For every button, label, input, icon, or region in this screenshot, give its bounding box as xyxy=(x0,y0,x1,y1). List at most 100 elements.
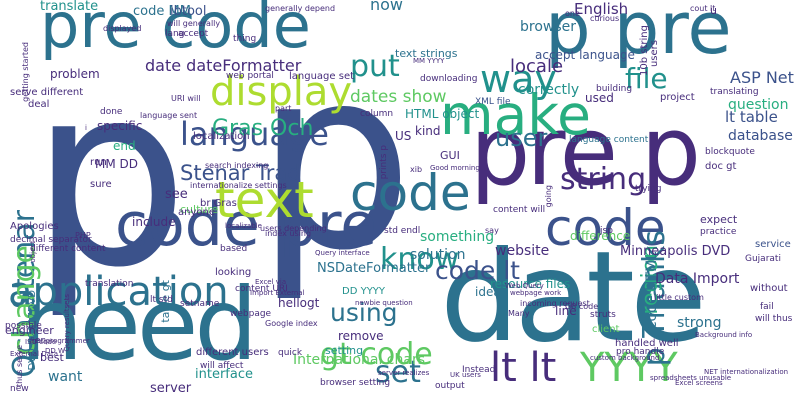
cloud-word: code lt xyxy=(435,256,520,285)
cloud-word: Web Query xyxy=(505,282,544,290)
cloud-word: done xyxy=(100,107,123,117)
cloud-word: date dateFormatter xyxy=(145,56,302,75)
cloud-word: quick xyxy=(278,348,303,358)
cloud-word: handled well xyxy=(615,338,679,349)
cloud-word: using xyxy=(330,298,398,327)
cloud-word: want xyxy=(48,369,83,385)
cloud-word: engineer xyxy=(5,324,54,337)
cloud-word: displayed xyxy=(103,24,142,33)
cloud-word: lt lt xyxy=(490,345,557,391)
cloud-word: possible xyxy=(5,321,42,331)
cloud-word: prints p xyxy=(379,145,389,180)
cloud-word: incoming request xyxy=(520,299,590,308)
cloud-word: column xyxy=(360,109,394,119)
cloud-word: pre code xyxy=(40,0,311,62)
cloud-word: object xyxy=(29,241,37,263)
cloud-word: make xyxy=(440,83,592,147)
cloud-word: URI will xyxy=(171,94,201,103)
cloud-word: webpage work xyxy=(510,289,562,297)
cloud-word: used xyxy=(585,91,614,105)
cloud-word: difference xyxy=(570,229,631,243)
cloud-word: Good morning xyxy=(430,164,480,172)
cloud-word: DD W xyxy=(45,347,65,355)
cloud-word: serve different xyxy=(10,87,84,98)
cloud-word: anyone xyxy=(178,207,215,218)
cloud-word: newbie question xyxy=(355,299,413,307)
cloud-word: website xyxy=(495,243,550,259)
cloud-word: Data Import xyxy=(655,271,740,287)
cloud-word: set xyxy=(375,355,421,390)
cloud-word: based xyxy=(220,244,248,254)
cloud-word: date xyxy=(440,225,707,370)
cloud-word: interface xyxy=(195,367,253,382)
cloud-word: XML file xyxy=(475,97,511,107)
cloud-word: decimal separator xyxy=(10,235,92,245)
cloud-word: search indexing xyxy=(205,161,269,170)
cloud-word: content will xyxy=(493,205,546,215)
cloud-word: spreadsheets unusable xyxy=(650,374,732,382)
cloud-word: culture xyxy=(180,203,219,216)
cloud-word: struts xyxy=(590,310,616,320)
cloud-word: DD YYYY xyxy=(342,286,386,297)
cloud-word: hellogt xyxy=(278,296,320,310)
cloud-word: xib xyxy=(410,165,423,174)
cloud-word: webpage xyxy=(230,309,272,319)
cloud-word: now xyxy=(370,0,404,14)
cloud-word: deal xyxy=(28,99,50,110)
cloud-word: cout lt xyxy=(690,4,716,13)
cloud-word: HTML object xyxy=(405,107,480,121)
cloud-word: Query resultsets xyxy=(63,294,71,352)
cloud-word: br Gras xyxy=(200,198,237,209)
cloud-word: resource files xyxy=(490,277,571,291)
cloud-word: lt std xyxy=(150,295,173,305)
cloud-word: p xyxy=(30,31,189,322)
cloud-word: dates show xyxy=(350,87,447,107)
cloud-word: going xyxy=(544,185,553,208)
cloud-word: Apologies xyxy=(10,221,59,232)
cloud-word: setting xyxy=(325,344,364,357)
cloud-word: Excel via xyxy=(255,278,287,286)
cloud-word: know xyxy=(380,242,460,277)
cloud-word: web portal xyxy=(226,71,274,81)
cloud-word: need xyxy=(20,266,258,383)
cloud-word: first programmer xyxy=(30,337,90,345)
cloud-word: code MM xyxy=(133,4,191,19)
cloud-word: project xyxy=(660,92,695,103)
cloud-word: language set xyxy=(289,71,355,82)
cloud-word: see xyxy=(165,187,188,202)
cloud-word: code xyxy=(350,164,471,222)
cloud-word: i xyxy=(85,124,87,132)
cloud-word: International chars xyxy=(293,352,426,368)
cloud-word: Google index xyxy=(265,319,318,328)
cloud-word: problem xyxy=(50,67,100,81)
cloud-word: end xyxy=(113,139,136,153)
cloud-word: put xyxy=(350,49,400,84)
cloud-word: G8 code xyxy=(565,302,599,311)
cloud-word: doc gt xyxy=(705,161,737,172)
cloud-word: Background info xyxy=(695,331,753,339)
cloud-word: accept language xyxy=(535,48,635,62)
cloud-word: service xyxy=(755,239,791,250)
cloud-word: will thus xyxy=(755,314,793,324)
cloud-word: Gujarati xyxy=(745,254,781,264)
cloud-word: Minneapolis DVD xyxy=(620,244,731,259)
cloud-word: curious xyxy=(590,14,620,23)
cloud-word: part xyxy=(275,104,292,113)
cloud-word: specific xyxy=(97,119,143,133)
cloud-word: pro handle xyxy=(616,347,665,357)
cloud-word: MM DD xyxy=(95,157,139,171)
cloud-word: Excel screens xyxy=(675,379,723,387)
cloud-word: browser setting xyxy=(320,378,391,388)
cloud-word: fail xyxy=(760,302,774,312)
cloud-word: GUI xyxy=(440,149,460,162)
cloud-word: MM YYYY xyxy=(413,57,445,65)
cloud-word: YYYY xyxy=(580,345,678,391)
cloud-word: little custom xyxy=(654,293,704,302)
cloud-word: internationalize settings xyxy=(190,181,287,190)
cloud-word: language sent xyxy=(140,111,198,120)
cloud-word: NET internationalization xyxy=(704,368,789,376)
cloud-word: expect xyxy=(700,213,738,226)
cloud-word: Gras Och xyxy=(212,116,314,141)
cloud-word: index using xyxy=(265,229,312,238)
